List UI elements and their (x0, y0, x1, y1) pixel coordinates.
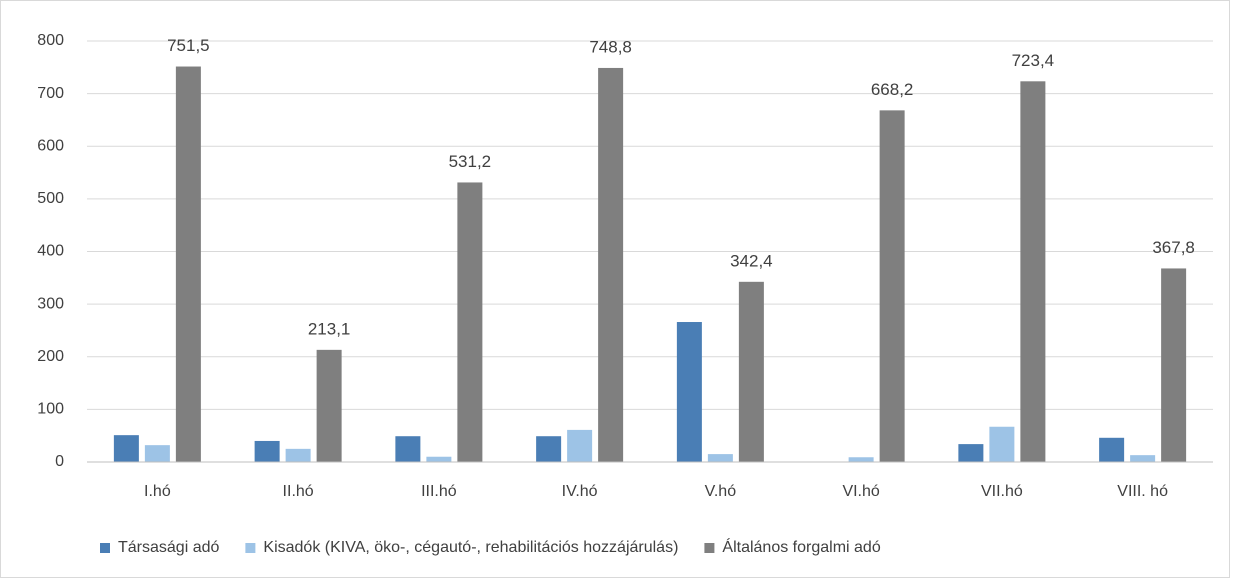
y-tick-label: 700 (37, 85, 64, 102)
data-label: 367,8 (1152, 238, 1195, 257)
data-label: 668,2 (871, 80, 914, 99)
bar (457, 182, 483, 462)
x-tick-label: IV.hó (562, 483, 598, 500)
y-tick-label: 600 (37, 137, 64, 154)
x-tick-label: VI.hó (842, 483, 879, 500)
legend-swatch (704, 543, 715, 553)
bar (738, 281, 764, 462)
x-tick-label: V.hó (705, 483, 737, 500)
bar (1161, 268, 1187, 462)
x-tick-label: I.hó (144, 483, 171, 500)
y-tick-label: 0 (55, 453, 64, 470)
bar (254, 440, 280, 462)
y-tick-label: 800 (37, 32, 64, 49)
x-tick-label: VII.hó (981, 483, 1023, 500)
bar (989, 426, 1015, 462)
bar (879, 110, 905, 463)
bar (426, 456, 452, 462)
bar (1020, 81, 1046, 462)
bar (285, 448, 311, 462)
bar (1099, 437, 1125, 462)
bar (1130, 455, 1156, 462)
y-tick-label: 500 (37, 190, 64, 207)
legend-label: Kisadók (KIVA, öko-, cégautó-, rehabilit… (263, 539, 678, 556)
x-tick-label: VIII. hó (1117, 483, 1168, 500)
bar (316, 349, 342, 462)
bar (598, 67, 624, 462)
data-label: 748,8 (589, 37, 632, 56)
bar (144, 445, 170, 462)
data-label: 751,5 (167, 36, 210, 55)
data-label: 531,2 (449, 152, 492, 171)
bar (567, 429, 593, 462)
data-label: 213,1 (308, 319, 351, 338)
bar (113, 435, 139, 462)
bar (536, 436, 562, 462)
y-tick-label: 200 (37, 348, 64, 365)
legend-swatch (100, 543, 110, 553)
bar (707, 454, 733, 462)
x-tick-label: II.hó (283, 483, 314, 500)
data-label: 342,4 (730, 251, 773, 270)
legend-label: Általános forgalmi adó (722, 537, 880, 556)
bar (395, 436, 421, 462)
bar (958, 444, 984, 462)
bar (175, 66, 201, 462)
data-label: 723,4 (1012, 51, 1055, 70)
bar (848, 457, 874, 462)
bar (676, 322, 702, 462)
y-tick-label: 300 (37, 295, 64, 312)
legend-swatch (245, 543, 256, 553)
x-tick-label: III.hó (421, 483, 457, 500)
y-tick-label: 100 (37, 401, 64, 418)
y-tick-label: 400 (37, 243, 64, 260)
legend-label: Társasági adó (118, 539, 219, 556)
